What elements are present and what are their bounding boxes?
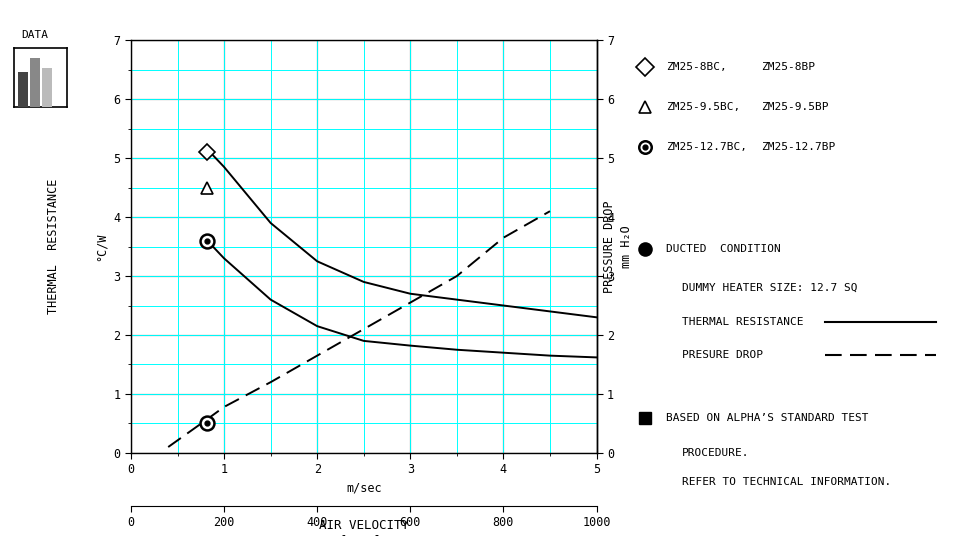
Text: PRESURE DROP: PRESURE DROP: [681, 351, 763, 360]
Text: AIR VELOCITY: AIR VELOCITY: [319, 519, 408, 532]
Text: ZM25-8BP: ZM25-8BP: [761, 62, 815, 72]
Text: THERMAL RESISTANCE: THERMAL RESISTANCE: [681, 317, 802, 326]
Text: DUMMY HEATER SIZE: 12.7 SQ: DUMMY HEATER SIZE: 12.7 SQ: [681, 283, 857, 293]
Text: DUCTED  CONDITION: DUCTED CONDITION: [666, 244, 780, 254]
Text: PRESSURE DROP: PRESSURE DROP: [602, 200, 615, 293]
Text: ZM25-12.7BP: ZM25-12.7BP: [761, 143, 835, 152]
Text: ZM25-9.5BC,: ZM25-9.5BC,: [666, 102, 740, 112]
Y-axis label: mm H₂O: mm H₂O: [619, 225, 632, 268]
Text: BASED ON ALPHA’S STANDARD TEST: BASED ON ALPHA’S STANDARD TEST: [666, 413, 868, 423]
X-axis label: f / mln: f / mln: [338, 535, 389, 536]
Text: PROCEDURE.: PROCEDURE.: [681, 448, 749, 458]
Text: THERMAL  RESISTANCE: THERMAL RESISTANCE: [47, 179, 60, 314]
Text: ZM25-8BC,: ZM25-8BC,: [666, 62, 727, 72]
Bar: [18, 72, 27, 107]
Text: ZM25-12.7BC,: ZM25-12.7BC,: [666, 143, 747, 152]
Y-axis label: °C/W: °C/W: [95, 232, 108, 261]
Bar: [30, 58, 40, 107]
Text: REFER TO TECHNICAL INFORMATION.: REFER TO TECHNICAL INFORMATION.: [681, 478, 891, 487]
Bar: [43, 68, 51, 107]
Text: ZM25-9.5BP: ZM25-9.5BP: [761, 102, 828, 112]
X-axis label: m/sec: m/sec: [346, 482, 381, 495]
Text: DATA: DATA: [21, 30, 48, 40]
